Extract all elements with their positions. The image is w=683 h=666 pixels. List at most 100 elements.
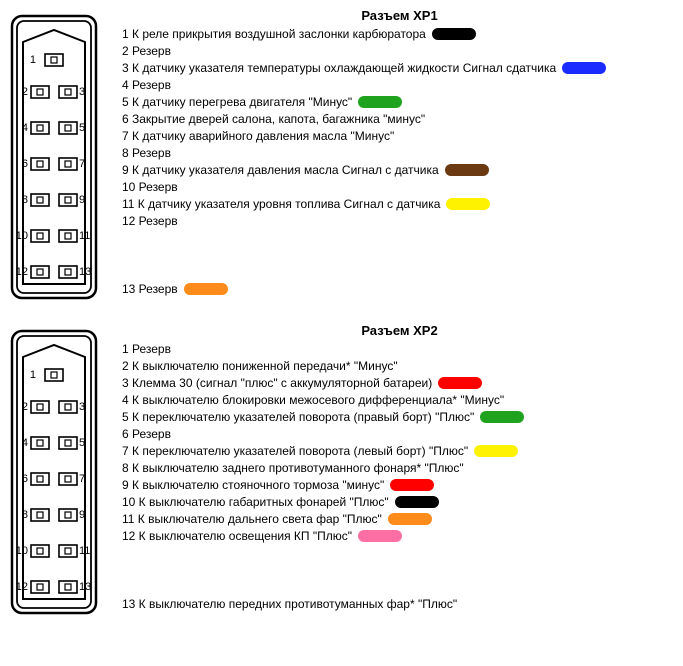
pin-label: 13 К выключателю передних противотуманны… (122, 596, 457, 612)
pin-label: 4 Резерв (122, 77, 171, 93)
pin-row: 6 Закрытие дверей салона, капота, багажн… (122, 111, 677, 127)
pin-label: 3 К датчику указателя температуры охлажд… (122, 60, 556, 76)
pin-row: 3 Клемма 30 (сигнал "плюс" с аккумулятор… (122, 375, 677, 391)
wire-color-swatch (480, 411, 524, 423)
pin-row: 3 К датчику указателя температуры охлажд… (122, 60, 677, 76)
section-title: Разъем ХР1 (122, 8, 677, 23)
wire-color-swatch (358, 530, 402, 542)
svg-text:12: 12 (16, 581, 28, 593)
svg-text:10: 10 (16, 545, 28, 557)
svg-text:9: 9 (79, 194, 85, 206)
wire-color-swatch (474, 445, 518, 457)
svg-text:4: 4 (22, 437, 28, 449)
connector-column: 1 2 3 4 5 6 7 8 9 10 11 12 13 (6, 8, 114, 305)
pin-label: 1 Резерв (122, 341, 171, 357)
pin-row: 9 К выключателю стояночного тормоза "мин… (122, 477, 677, 493)
pin-label: 2 Резерв (122, 43, 171, 59)
pin-row: 7 К переключателю указателей поворота (л… (122, 443, 677, 459)
svg-text:13: 13 (79, 581, 91, 593)
pin-row: 5 К переключателю указателей поворота (п… (122, 409, 677, 425)
pin-row: 2 К выключателю пониженной передачи* "Ми… (122, 358, 677, 374)
pin-label: 6 Закрытие дверей салона, капота, багажн… (122, 111, 425, 127)
svg-text:6: 6 (22, 158, 28, 170)
svg-text:11: 11 (79, 230, 90, 242)
svg-text:10: 10 (16, 230, 28, 242)
svg-text:9: 9 (79, 509, 85, 521)
pin-label: 12 Резерв (122, 213, 178, 229)
pin-label: 8 Резерв (122, 145, 171, 161)
pin-row: 4 Резерв (122, 77, 677, 93)
pin-label: 3 Клемма 30 (сигнал "плюс" с аккумулятор… (122, 375, 432, 391)
wire-color-swatch (446, 198, 490, 210)
pin-row: 2 Резерв (122, 43, 677, 59)
svg-text:3: 3 (79, 401, 85, 413)
svg-text:4: 4 (22, 122, 28, 134)
pin-row: 13 К выключателю передних противотуманны… (122, 596, 677, 612)
pin-label: 8 К выключателю заднего противотуманного… (122, 460, 464, 476)
pin-list-column: Разъем ХР1 1 К реле прикрытия воздушной з… (114, 8, 677, 298)
pin-label: 13 Резерв (122, 281, 178, 297)
svg-text:6: 6 (22, 473, 28, 485)
pin-row: 7 К датчику аварийного давления масла "М… (122, 128, 677, 144)
pin-row: 12 К выключателю освещения КП "Плюс" (122, 528, 677, 544)
svg-text:7: 7 (79, 158, 85, 170)
connector-diagram: 1 2 3 4 5 6 7 8 9 10 11 12 13 (6, 12, 102, 302)
pin-label: 7 К переключателю указателей поворота (л… (122, 443, 468, 459)
svg-text:12: 12 (16, 266, 28, 278)
pin-label: 7 К датчику аварийного давления масла "М… (122, 128, 394, 144)
pin-list-column: Разъем ХР2 1 Резерв2 К выключателю пониже… (114, 323, 677, 613)
wire-color-swatch (358, 96, 402, 108)
wire-color-swatch (562, 62, 606, 74)
pin-row: 8 К выключателю заднего противотуманного… (122, 460, 677, 476)
pin-label: 1 К реле прикрытия воздушной заслонки ка… (122, 26, 426, 42)
svg-text:1: 1 (30, 54, 36, 66)
svg-text:8: 8 (22, 194, 28, 206)
pin-row: 10 Резерв (122, 179, 677, 195)
connector-section: 1 2 3 4 5 6 7 8 9 10 11 12 13 Разъем ХР2 1 Резер… (6, 323, 677, 620)
connector-column: 1 2 3 4 5 6 7 8 9 10 11 12 13 (6, 323, 114, 620)
pin-label: 9 К выключателю стояночного тормоза "мин… (122, 477, 384, 493)
wire-color-swatch (438, 377, 482, 389)
pin-label: 11 К выключателю дальнего света фар "Плю… (122, 511, 382, 527)
svg-text:1: 1 (30, 369, 36, 381)
connector-section: 1 2 3 4 5 6 7 8 9 10 11 12 13 Разъем ХР1 1 К рел… (6, 8, 677, 305)
pin-label: 10 К выключателю габаритных фонарей "Плю… (122, 494, 389, 510)
pin-label: 12 К выключателю освещения КП "Плюс" (122, 528, 352, 544)
svg-text:7: 7 (79, 473, 85, 485)
pin-row: 8 Резерв (122, 145, 677, 161)
connector-diagram: 1 2 3 4 5 6 7 8 9 10 11 12 13 (6, 327, 102, 617)
svg-text:5: 5 (79, 437, 85, 449)
pin-row: 11 К выключателю дальнего света фар "Плю… (122, 511, 677, 527)
pin-row: 1 К реле прикрытия воздушной заслонки ка… (122, 26, 677, 42)
svg-text:3: 3 (79, 86, 85, 98)
pin-label: 6 Резерв (122, 426, 171, 442)
section-title: Разъем ХР2 (122, 323, 677, 338)
pin-row: 9 К датчику указателя давления масла Сиг… (122, 162, 677, 178)
pin-row: 11 К датчику указателя уровня топлива Си… (122, 196, 677, 212)
pin-row: 12 Резерв (122, 213, 677, 229)
pin-label: 5 К датчику перегрева двигателя "Минус" (122, 94, 352, 110)
pin-label: 11 К датчику указателя уровня топлива Си… (122, 196, 440, 212)
pin-label: 4 К выключателю блокировки межосевого ди… (122, 392, 504, 408)
pin-row: 1 Резерв (122, 341, 677, 357)
svg-text:11: 11 (79, 545, 90, 557)
svg-text:2: 2 (22, 401, 28, 413)
wire-color-swatch (445, 164, 489, 176)
pin-row: 4 К выключателю блокировки межосевого ди… (122, 392, 677, 408)
svg-text:8: 8 (22, 509, 28, 521)
svg-text:2: 2 (22, 86, 28, 98)
pin-row: 10 К выключателю габаритных фонарей "Плю… (122, 494, 677, 510)
wire-color-swatch (388, 513, 432, 525)
pin-label: 9 К датчику указателя давления масла Сиг… (122, 162, 439, 178)
pin-row: 6 Резерв (122, 426, 677, 442)
svg-text:13: 13 (79, 266, 91, 278)
svg-text:5: 5 (79, 122, 85, 134)
wire-color-swatch (390, 479, 434, 491)
pin-row: 5 К датчику перегрева двигателя "Минус" (122, 94, 677, 110)
pin-label: 5 К переключателю указателей поворота (п… (122, 409, 474, 425)
wire-color-swatch (184, 283, 228, 295)
wire-color-swatch (395, 496, 439, 508)
pin-label: 2 К выключателю пониженной передачи* "Ми… (122, 358, 398, 374)
wire-color-swatch (432, 28, 476, 40)
pin-row: 13 Резерв (122, 281, 677, 297)
